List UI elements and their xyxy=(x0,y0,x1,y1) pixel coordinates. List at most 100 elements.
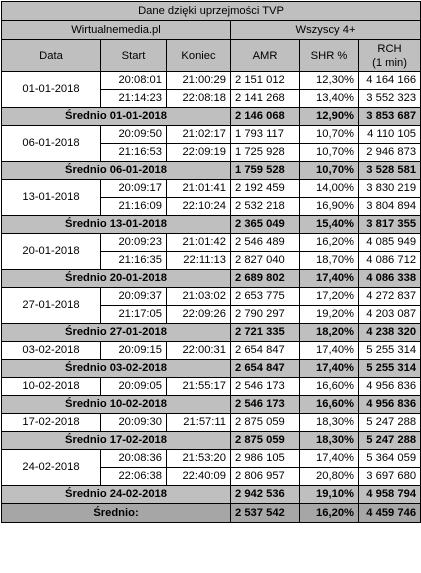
col-header-start: Start xyxy=(100,39,167,72)
average-label: Średnio 01-01-2018 xyxy=(1,107,231,126)
rch-cell: 4 203 087 xyxy=(357,305,421,324)
amr-cell: 1 793 117 xyxy=(230,125,300,144)
average-label: Średnio 03-02-2018 xyxy=(1,359,231,378)
total-label: Średnio: xyxy=(1,503,231,523)
table-row: 21:16:35 22:11:13 2 827 040 18,70% 4 086 712 xyxy=(2,251,421,270)
rch-cell: 4 272 837 xyxy=(357,287,421,306)
average-shr: 18,20% xyxy=(299,323,359,342)
average-label: Średnio 17-02-2018 xyxy=(1,431,231,450)
average-shr: 12,90% xyxy=(299,107,359,126)
col-header-rch: RCH (1 min) xyxy=(357,39,421,72)
rch-cell: 4 086 712 xyxy=(357,251,421,270)
average-label: Średnio 20-01-2018 xyxy=(1,269,231,288)
amr-cell: 2 546 489 xyxy=(230,233,300,252)
rch-cell: 4 110 105 xyxy=(357,125,421,144)
average-shr: 18,30% xyxy=(299,431,359,450)
start-cell: 22:06:38 xyxy=(100,467,167,486)
source-row: Wirtualnemedia.pl Wszyscy 4+ xyxy=(1,20,421,40)
date-cell: 10-02-2018 xyxy=(1,377,101,396)
average-row: Średnio 10-02-2018 2 546 173 16,60% 4 956 8… xyxy=(1,395,421,414)
start-cell: 20:09:15 xyxy=(100,341,167,360)
end-cell: 22:10:24 xyxy=(166,197,231,216)
total-rch: 4 459 746 xyxy=(357,503,421,523)
average-amr: 2 146 068 xyxy=(230,107,300,126)
average-label: Średnio 27-01-2018 xyxy=(1,323,231,342)
start-cell: 20:09:17 xyxy=(100,179,167,198)
end-cell: 22:08:18 xyxy=(166,89,231,108)
end-cell: 21:03:02 xyxy=(166,287,231,306)
average-shr: 10,70% xyxy=(299,161,359,180)
start-cell: 20:09:23 xyxy=(100,233,167,252)
average-shr: 19,10% xyxy=(299,485,359,504)
date-cell: 06-01-2018 xyxy=(1,125,101,162)
amr-cell: 2 192 459 xyxy=(230,179,300,198)
rch-cell: 5 255 314 xyxy=(357,341,421,360)
amr-cell: 1 725 928 xyxy=(230,143,300,162)
average-row: Średnio 13-01-2018 2 365 049 15,40% 3 817 3… xyxy=(1,215,421,234)
table-row: 21:17:05 22:09:26 2 790 297 19,20% 4 203 087 xyxy=(2,305,421,324)
average-amr: 2 721 335 xyxy=(230,323,300,342)
average-rch: 5 247 288 xyxy=(357,431,421,450)
date-cell: 17-02-2018 xyxy=(1,413,101,432)
start-cell: 20:08:01 xyxy=(100,71,167,90)
total-amr: 2 537 542 xyxy=(230,503,300,523)
table-row: 03-02-2018 20:09:15 22:00:31 2 654 847 17,40… xyxy=(1,341,421,360)
average-rch: 3 528 581 xyxy=(357,161,421,180)
date-cell: 13-01-2018 xyxy=(1,179,101,216)
average-rch: 4 086 338 xyxy=(357,269,421,288)
source-label: Wirtualnemedia.pl xyxy=(1,20,231,40)
average-label: Średnio 24-02-2018 xyxy=(1,485,231,504)
rch-cell: 3 697 680 xyxy=(357,467,421,486)
shr-cell: 18,70% xyxy=(299,251,359,270)
start-cell: 21:16:09 xyxy=(100,197,167,216)
average-row: Średnio 24-02-2018 2 942 536 19,10% 4 958 7… xyxy=(1,485,421,504)
rch-cell: 3 804 894 xyxy=(357,197,421,216)
average-amr: 2 365 049 xyxy=(230,215,300,234)
amr-cell: 2 653 775 xyxy=(230,287,300,306)
shr-cell: 16,60% xyxy=(299,377,359,396)
average-amr: 2 546 173 xyxy=(230,395,300,414)
amr-cell: 2 986 105 xyxy=(230,449,300,468)
shr-cell: 10,70% xyxy=(299,143,359,162)
amr-cell: 2 141 268 xyxy=(230,89,300,108)
shr-cell: 17,20% xyxy=(299,287,359,306)
average-amr: 2 875 059 xyxy=(230,431,300,450)
date-cell: 24-02-2018 xyxy=(1,449,101,486)
table-row: 17-02-2018 20:09:30 21:57:11 2 875 059 18,30… xyxy=(1,413,421,432)
amr-cell: 2 806 957 xyxy=(230,467,300,486)
average-shr: 17,40% xyxy=(299,359,359,378)
average-shr: 16,60% xyxy=(299,395,359,414)
average-label: Średnio 13-01-2018 xyxy=(1,215,231,234)
shr-cell: 12,30% xyxy=(299,71,359,90)
average-row: Średnio 27-01-2018 2 721 335 18,20% 4 238 3… xyxy=(1,323,421,342)
rch-cell: 3 830 219 xyxy=(357,179,421,198)
shr-cell: 17,40% xyxy=(299,449,359,468)
start-cell: 21:17:05 xyxy=(100,305,167,324)
rch-cell: 5 364 059 xyxy=(357,449,421,468)
table-title: Dane dzięki uprzejmości TVP xyxy=(0,1,421,21)
end-cell: 22:00:31 xyxy=(166,341,231,360)
date-cell: 20-01-2018 xyxy=(1,233,101,270)
start-cell: 20:09:50 xyxy=(100,125,167,144)
shr-cell: 20,80% xyxy=(299,467,359,486)
start-cell: 21:16:53 xyxy=(100,143,167,162)
amr-cell: 2 532 218 xyxy=(230,197,300,216)
table-row: 27-01-2018 20:09:37 21:03:02 2 653 775 17,20… xyxy=(1,287,421,324)
total-shr: 16,20% xyxy=(299,503,359,523)
average-rch: 4 958 794 xyxy=(357,485,421,504)
start-cell: 20:08:36 xyxy=(100,449,167,468)
table-row: 06-01-2018 20:09:50 21:02:17 1 793 117 10,70… xyxy=(1,125,421,162)
shr-cell: 13,40% xyxy=(299,89,359,108)
end-cell: 21:55:17 xyxy=(166,377,231,396)
average-label: Średnio 06-01-2018 xyxy=(1,161,231,180)
average-amr: 2 654 847 xyxy=(230,359,300,378)
rch-cell: 4 164 166 xyxy=(357,71,421,90)
average-row: Średnio 03-02-2018 2 654 847 17,40% 5 255 3… xyxy=(1,359,421,378)
start-cell: 21:14:23 xyxy=(100,89,167,108)
average-row: Średnio 20-01-2018 2 689 802 17,40% 4 086 3… xyxy=(1,269,421,288)
ratings-table: Dane dzięki uprzejmości TVP Wirtualnemed… xyxy=(0,1,421,523)
table-row: 13-01-2018 20:09:17 21:01:41 2 192 459 14,00… xyxy=(1,179,421,216)
average-rch: 3 817 355 xyxy=(357,215,421,234)
rch-cell: 4 956 836 xyxy=(357,377,421,396)
shr-cell: 14,00% xyxy=(299,179,359,198)
